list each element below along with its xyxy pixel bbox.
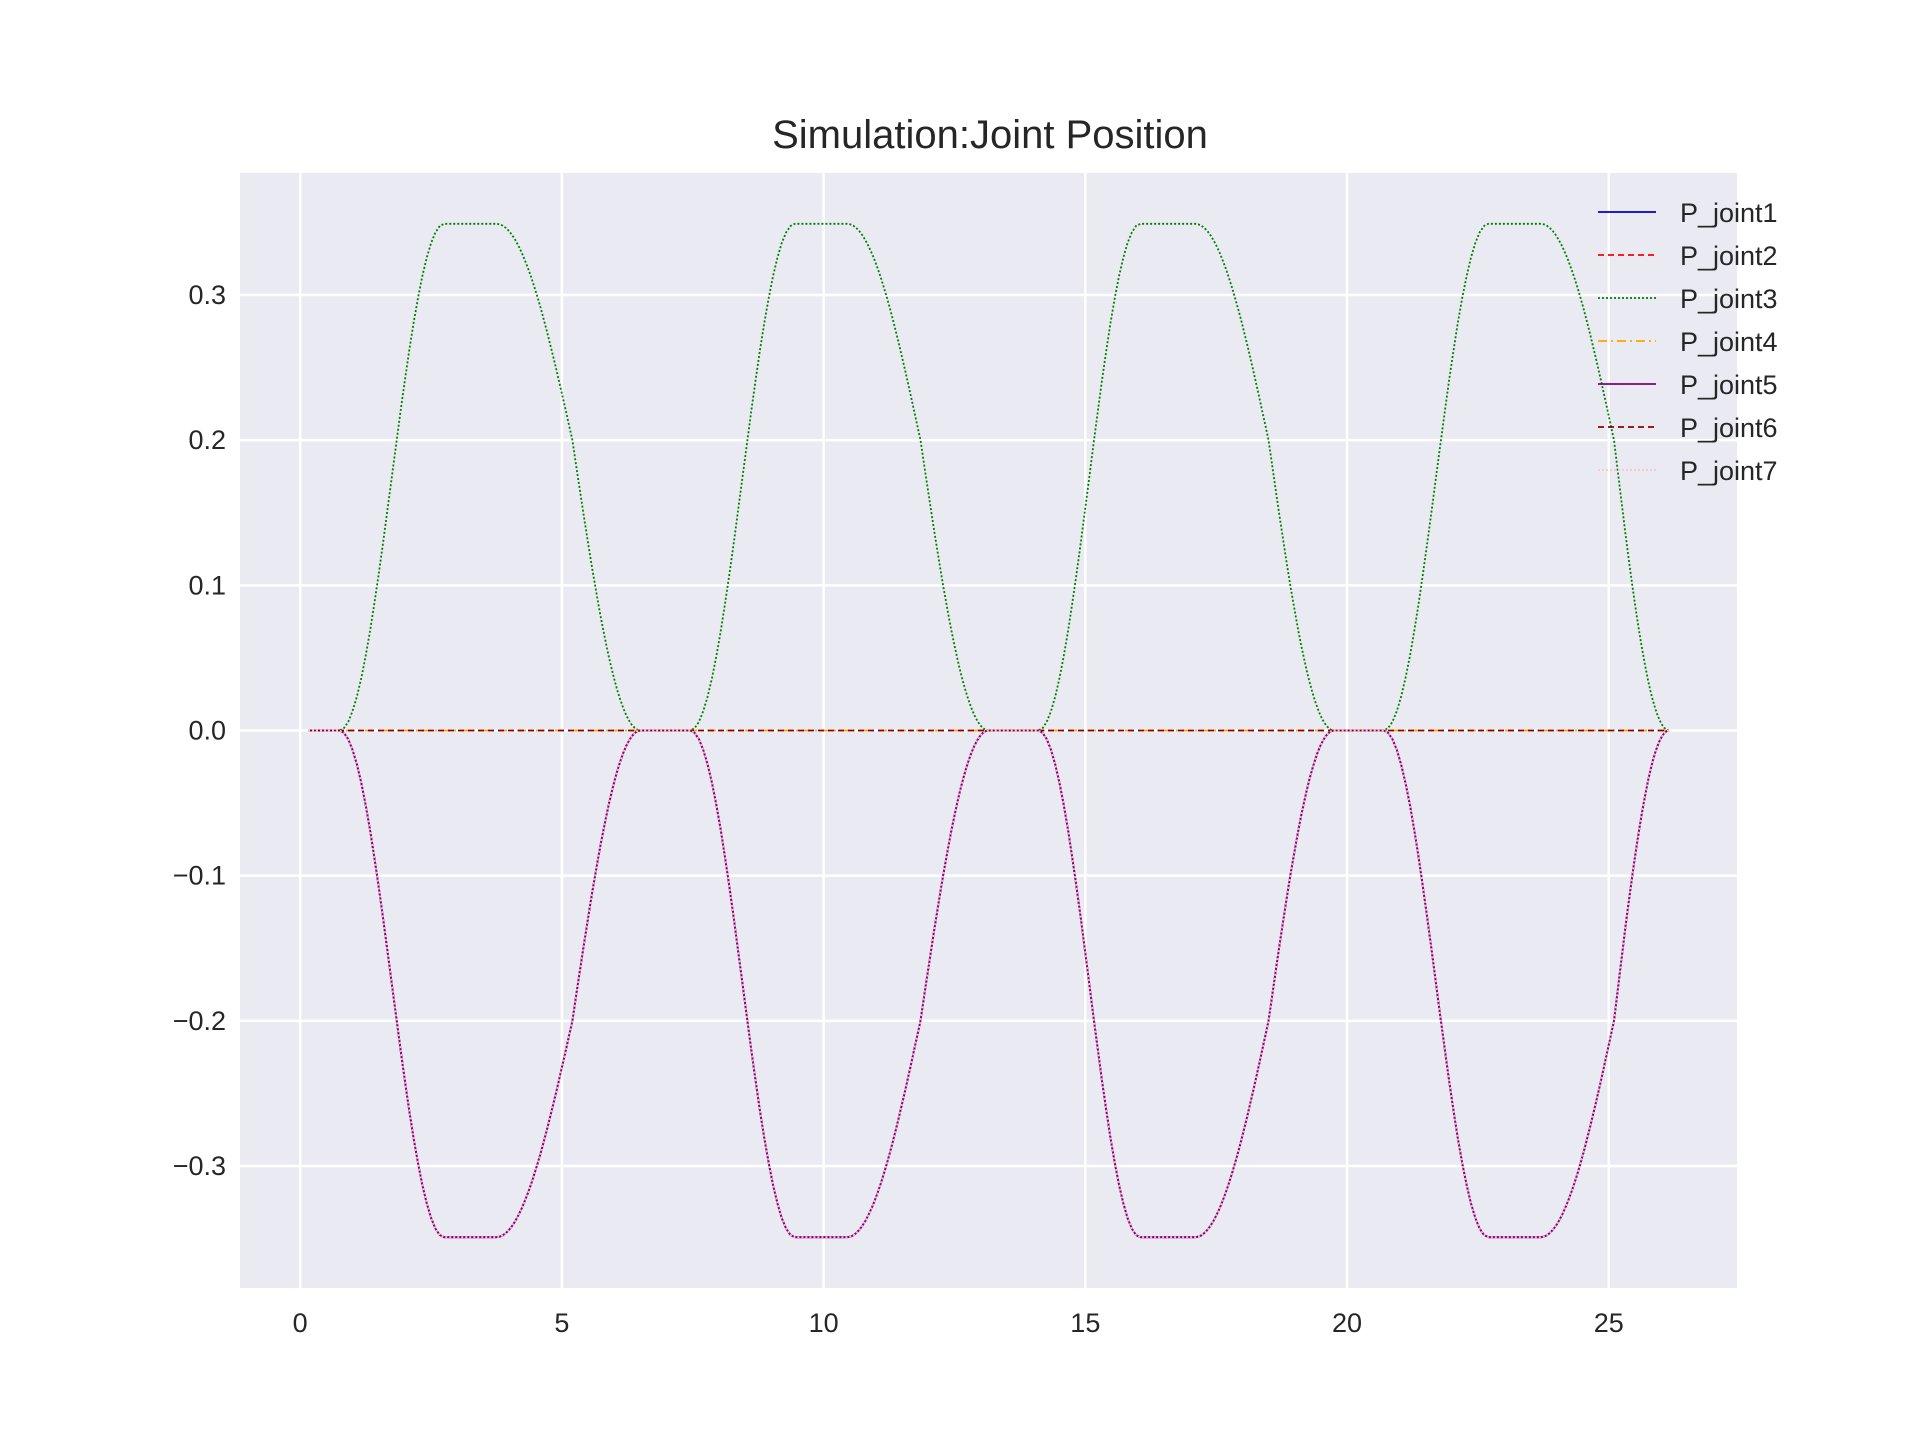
- x-tick-label: 25: [1594, 1308, 1624, 1338]
- legend-label: P_joint4: [1680, 327, 1778, 357]
- legend-label: P_joint3: [1680, 284, 1778, 314]
- series-lines: [308, 222, 1670, 1239]
- legend-label: P_joint5: [1680, 370, 1778, 400]
- y-tick-label: −0.3: [173, 1151, 226, 1181]
- y-tick-label: 0.1: [188, 570, 226, 600]
- y-tick-label: 0.2: [188, 425, 226, 455]
- x-tick-label: 15: [1070, 1308, 1100, 1338]
- y-axis-ticks: −0.3 −0.2 −0.1 0.0 0.1 0.2 0.3: [173, 280, 226, 1181]
- legend-label: P_joint2: [1680, 241, 1778, 271]
- x-tick-label: 20: [1332, 1308, 1362, 1338]
- chart-title: Simulation:Joint Position: [772, 113, 1208, 157]
- series-line-p-joint7: [308, 729, 1670, 1239]
- legend: P_joint1 P_joint2 P_joint3 P_joint4 P_joint5…: [1598, 198, 1778, 486]
- x-tick-label: 0: [293, 1308, 308, 1338]
- y-tick-label: −0.2: [173, 1006, 226, 1036]
- x-tick-label: 10: [809, 1308, 839, 1338]
- legend-label: P_joint1: [1680, 198, 1778, 228]
- legend-label: P_joint6: [1680, 413, 1778, 443]
- y-tick-label: −0.1: [173, 861, 226, 891]
- y-tick-label: 0.3: [188, 280, 226, 310]
- legend-label: P_joint7: [1680, 456, 1778, 486]
- x-tick-label: 5: [554, 1308, 569, 1338]
- x-axis-ticks: 0 5 10 15 20 25: [293, 1308, 1624, 1338]
- y-tick-label: 0.0: [188, 716, 226, 746]
